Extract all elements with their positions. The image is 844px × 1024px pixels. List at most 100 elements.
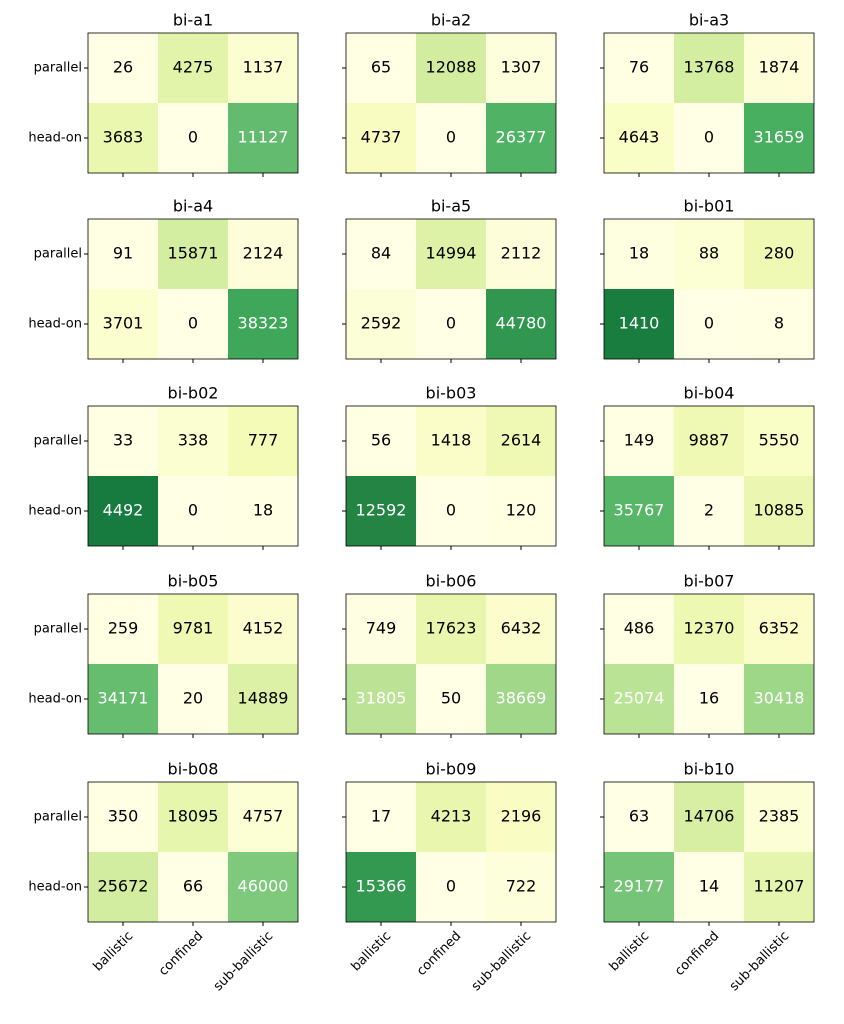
panel: bi-a2 65 12088 1307 4737 0 26377 [342,11,557,177]
heatmap-cell [346,476,416,546]
cell-label: 26 [113,58,133,77]
cell-label: 2196 [501,807,542,826]
cell-label: 2124 [243,244,284,263]
cell-label: 486 [624,619,655,638]
cell-label: 14994 [426,244,477,263]
heatmap-cell [486,782,556,852]
cell-label: 88 [699,244,719,263]
cell-label: 10885 [754,501,805,520]
cell-label: 2385 [759,807,800,826]
heatmap-cell [158,782,228,852]
heatmap-cell [346,594,416,664]
heatmap-cell [228,103,298,173]
panel: bi-b07 486 12370 6352 25074 16 30418 [600,572,815,738]
cell-label: 4213 [431,807,472,826]
heatmap-cell [604,664,674,734]
cell-label: 2614 [501,431,542,450]
panel: bi-a1 26 4275 1137 3683 0 11127 parallel head-on [28,11,299,177]
cell-label: 33 [113,431,133,450]
cell-label: 17 [371,807,391,826]
cell-label: 65 [371,58,391,77]
heatmap-cell [228,33,298,103]
y-tick-label: head-on [28,317,82,332]
heatmap-cell [744,476,814,546]
heatmap-cell [744,219,814,289]
heatmap-cell [674,782,744,852]
panel-title: bi-b02 [168,384,219,403]
panel-title: bi-b07 [684,572,735,591]
heatmap-cell [486,664,556,734]
heatmap-cell [158,664,228,734]
heatmap-cell [604,406,674,476]
cell-label: 6432 [501,619,542,638]
heatmap-cell [228,219,298,289]
cell-label: 35767 [614,501,665,520]
heatmap-cell [346,33,416,103]
cell-label: 4757 [243,807,284,826]
cell-label: 3701 [103,314,144,333]
heatmap-cell [158,103,228,173]
cell-label: 2 [704,501,714,520]
cell-label: 31805 [356,689,407,708]
cell-label: 18 [629,244,649,263]
cell-label: 1874 [759,58,800,77]
heatmap-cell [744,782,814,852]
cell-label: 66 [183,877,203,896]
heatmap-cell [486,289,556,359]
panel: bi-b08 350 18095 4757 25672 66 46000 parallel he… [28,760,299,994]
heatmap-cell [346,103,416,173]
heatmap-cell [158,406,228,476]
cell-label: 26377 [496,128,547,147]
cell-label: 15871 [168,244,219,263]
cell-label: 25074 [614,689,665,708]
cell-label: 14889 [238,689,289,708]
panel: bi-b05 259 9781 4152 34171 20 14889 parallel hea… [28,572,299,738]
heatmap-cell [486,406,556,476]
x-tick-label: confined [414,929,464,979]
cell-label: 1410 [619,314,660,333]
x-tick-label: ballistic [607,929,653,975]
cell-label: 13768 [684,58,735,77]
heatmap-cell [88,33,158,103]
cell-label: 0 [446,877,456,896]
heatmap-cell [158,852,228,922]
panel-title: bi-a5 [431,197,471,216]
cell-label: 350 [108,807,139,826]
heatmap-cell [604,594,674,664]
panel-title: bi-a4 [173,197,213,216]
heatmap-cell [416,289,486,359]
heatmap-cell [674,852,744,922]
cell-label: 280 [764,244,795,263]
cell-label: 4152 [243,619,284,638]
heatmap-cell [346,289,416,359]
cell-label: 17623 [426,619,477,638]
panel-title: bi-b01 [684,197,735,216]
heatmap-cell [88,103,158,173]
cell-label: 3683 [103,128,144,147]
heatmap-cell [88,219,158,289]
heatmap-cell [228,406,298,476]
cell-label: 9781 [173,619,214,638]
heatmap-cell [346,664,416,734]
cell-label: 0 [446,314,456,333]
cell-label: 6352 [759,619,800,638]
heatmap-cell [486,103,556,173]
heatmap-cell [604,852,674,922]
cell-label: 0 [446,128,456,147]
heatmap-cell [416,594,486,664]
cell-label: 46000 [238,877,289,896]
x-tick-label: ballistic [91,929,137,975]
heatmap-cell [228,594,298,664]
heatmap-cell [228,664,298,734]
cell-label: 4643 [619,128,660,147]
panel: bi-a4 91 15871 2124 3701 0 38323 parallel head-o… [28,197,299,363]
heatmap-cell [674,476,744,546]
heatmap-cell [416,406,486,476]
cell-label: 14706 [684,807,735,826]
heatmap-cell [486,594,556,664]
cell-label: 1307 [501,58,542,77]
heatmap-cell [346,852,416,922]
heatmap-cell [88,594,158,664]
heatmap-cell [674,406,744,476]
heatmap-cell [604,33,674,103]
